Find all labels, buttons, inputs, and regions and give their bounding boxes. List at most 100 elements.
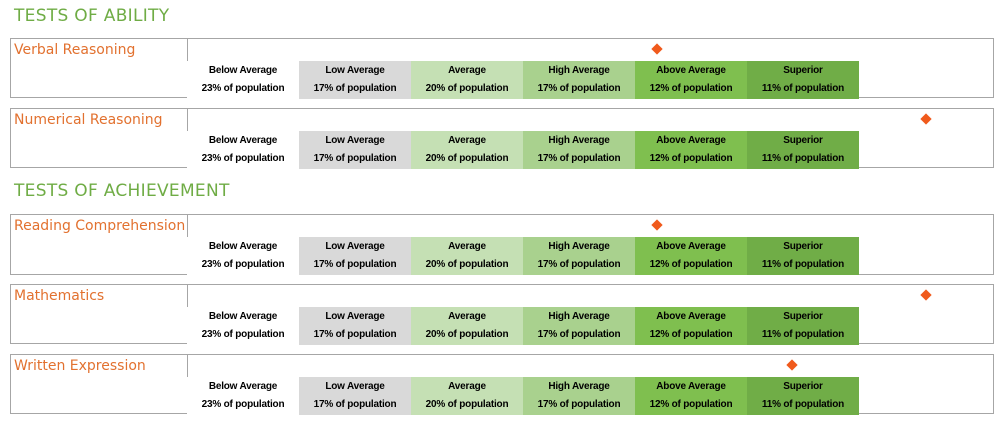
- test-name: Numerical Reasoning: [14, 112, 163, 128]
- band-low-average: Low Average 17% of population: [299, 237, 411, 275]
- band-label: Superior: [783, 311, 823, 322]
- band-population: 23% of population: [201, 153, 285, 164]
- marker-layer: [11, 215, 993, 237]
- band-high-average: High Average 17% of population: [523, 237, 635, 275]
- band-label: Above Average: [656, 311, 726, 322]
- band-label: High Average: [548, 65, 610, 76]
- band-label: Low Average: [325, 311, 385, 322]
- band-population: 11% of population: [761, 153, 845, 164]
- band-population: 11% of population: [761, 259, 845, 270]
- category-bands: Below Average 23% of population Low Averag…: [187, 377, 859, 415]
- band-population: 17% of population: [313, 153, 397, 164]
- band-population: 17% of population: [313, 83, 397, 94]
- band-population: 12% of population: [649, 259, 733, 270]
- band-population: 11% of population: [761, 329, 845, 340]
- test-name: Reading Comprehension: [14, 218, 186, 234]
- band-superior: Superior 11% of population: [747, 61, 859, 99]
- section-title-ability: TESTS OF ABILITY: [14, 6, 170, 26]
- band-population: 12% of population: [649, 329, 733, 340]
- band-superior: Superior 11% of population: [747, 237, 859, 275]
- category-bands: Below Average 23% of population Low Averag…: [187, 61, 859, 99]
- test-name: Written Expression: [14, 358, 146, 374]
- band-label: Superior: [783, 135, 823, 146]
- band-superior: Superior 11% of population: [747, 131, 859, 169]
- band-label: Average: [448, 241, 486, 252]
- category-bands: Below Average 23% of population Low Averag…: [187, 131, 859, 169]
- band-average: Average 20% of population: [411, 61, 523, 99]
- band-high-average: High Average 17% of population: [523, 377, 635, 415]
- test-name: Mathematics: [14, 288, 105, 304]
- band-below-average: Below Average 23% of population: [187, 237, 299, 275]
- band-population: 23% of population: [201, 329, 285, 340]
- band-label: Low Average: [325, 65, 385, 76]
- band-average: Average 20% of population: [411, 237, 523, 275]
- band-below-average: Below Average 23% of population: [187, 131, 299, 169]
- band-label: High Average: [548, 241, 610, 252]
- band-population: 17% of population: [313, 259, 397, 270]
- band-label: High Average: [548, 311, 610, 322]
- band-population: 12% of population: [649, 153, 733, 164]
- band-superior: Superior 11% of population: [747, 307, 859, 345]
- band-low-average: Low Average 17% of population: [299, 131, 411, 169]
- band-average: Average 20% of population: [411, 131, 523, 169]
- band-population: 20% of population: [425, 259, 509, 270]
- band-above-average: Above Average 12% of population: [635, 377, 747, 415]
- band-population: 17% of population: [313, 329, 397, 340]
- band-average: Average 20% of population: [411, 377, 523, 415]
- band-average: Average 20% of population: [411, 307, 523, 345]
- band-label: Above Average: [656, 241, 726, 252]
- marker-layer: [11, 39, 993, 61]
- band-population: 17% of population: [537, 153, 621, 164]
- category-bands: Below Average 23% of population Low Averag…: [187, 307, 859, 345]
- band-label: Average: [448, 65, 486, 76]
- band-label: Above Average: [656, 135, 726, 146]
- band-label: High Average: [548, 381, 610, 392]
- band-label: Low Average: [325, 381, 385, 392]
- band-above-average: Above Average 12% of population: [635, 307, 747, 345]
- band-label: Below Average: [208, 135, 278, 146]
- band-label: Above Average: [656, 65, 726, 76]
- band-label: Superior: [783, 65, 823, 76]
- band-label: Low Average: [325, 241, 385, 252]
- band-label: Superior: [783, 241, 823, 252]
- band-label: High Average: [548, 135, 610, 146]
- band-high-average: High Average 17% of population: [523, 307, 635, 345]
- test-row-numerical-reasoning: Numerical Reasoning Below Average 23% of …: [10, 108, 994, 169]
- band-label: Low Average: [325, 135, 385, 146]
- section-title-achievement: TESTS OF ACHIEVEMENT: [14, 181, 230, 201]
- test-row-verbal-reasoning: Verbal Reasoning Below Average 23% of pop…: [10, 38, 994, 99]
- band-label: Below Average: [208, 381, 278, 392]
- band-low-average: Low Average 17% of population: [299, 61, 411, 99]
- band-low-average: Low Average 17% of population: [299, 307, 411, 345]
- band-label: Superior: [783, 381, 823, 392]
- result-marker-superior: [920, 113, 932, 125]
- band-population: 20% of population: [425, 399, 509, 410]
- category-bands: Below Average 23% of population Low Averag…: [187, 237, 859, 275]
- band-high-average: High Average 17% of population: [523, 131, 635, 169]
- band-population: 17% of population: [313, 399, 397, 410]
- band-population: 23% of population: [201, 399, 285, 410]
- test-row-written-expression: Written Expression Below Average 23% of p…: [10, 354, 994, 415]
- result-marker-high-average: [651, 219, 664, 231]
- result-marker-above-average: [786, 359, 798, 371]
- test-row-mathematics: Mathematics Below Average 23% of populati…: [10, 284, 994, 345]
- band-population: 17% of population: [537, 83, 621, 94]
- band-below-average: Below Average 23% of population: [187, 377, 299, 415]
- band-label: Below Average: [208, 241, 278, 252]
- band-population: 11% of population: [761, 399, 845, 410]
- band-above-average: Above Average 12% of population: [635, 131, 747, 169]
- test-row-reading-comprehension: Reading Comprehension Below Average 23% o…: [10, 214, 994, 275]
- band-population: 12% of population: [649, 399, 733, 410]
- band-superior: Superior 11% of population: [747, 377, 859, 415]
- band-population: 17% of population: [537, 259, 621, 270]
- band-population: 20% of population: [425, 329, 509, 340]
- result-marker-high-average: [651, 43, 664, 55]
- band-population: 20% of population: [425, 153, 509, 164]
- band-population: 20% of population: [425, 83, 509, 94]
- band-low-average: Low Average 17% of population: [299, 377, 411, 415]
- marker-layer: [11, 285, 993, 307]
- result-marker-superior: [920, 289, 932, 301]
- band-population: 23% of population: [201, 259, 285, 270]
- band-below-average: Below Average 23% of population: [187, 61, 299, 99]
- band-label: Average: [448, 135, 486, 146]
